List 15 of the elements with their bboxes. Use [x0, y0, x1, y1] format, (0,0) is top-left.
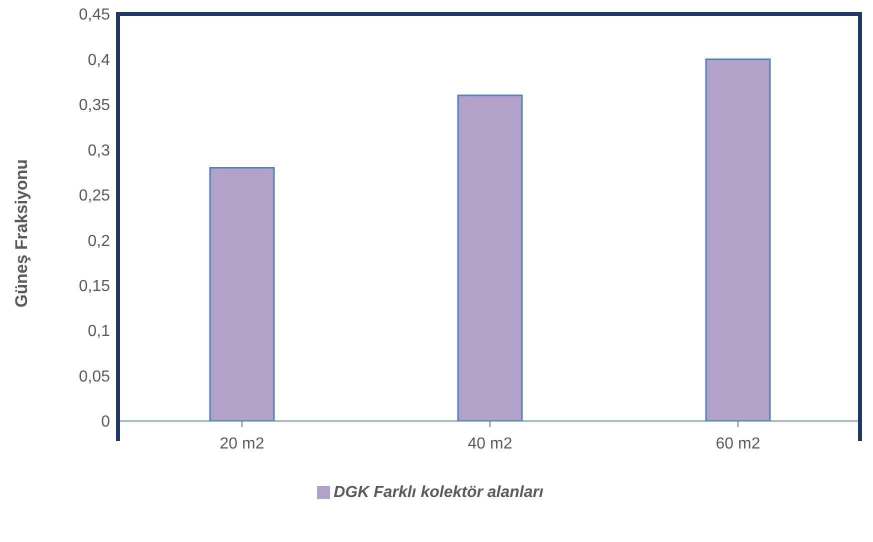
y-tick-label: 0 [101, 414, 110, 431]
y-tick-label: 0,15 [78, 278, 110, 296]
y-tick-label: 0,3 [88, 142, 110, 160]
y-tick-label: 0,05 [78, 368, 110, 386]
x-tick-label: 60 m2 [716, 435, 760, 452]
x-tick-label: 20 m2 [220, 435, 264, 452]
y-tick-label: 0,1 [88, 323, 110, 340]
y-tick-label: 0,4 [88, 52, 110, 69]
y-tick-label: 0,2 [88, 232, 110, 250]
y-tick-label: 0,35 [78, 97, 110, 114]
legend-label: DGK Farklı kolektör alanları [334, 484, 544, 501]
x-tick-label: 40 m2 [468, 435, 512, 452]
y-axis-title: Güneş Fraksiyonu [12, 159, 32, 308]
y-tick-label: 0,25 [78, 188, 110, 205]
y-tick-label: 0,45 [78, 6, 110, 24]
